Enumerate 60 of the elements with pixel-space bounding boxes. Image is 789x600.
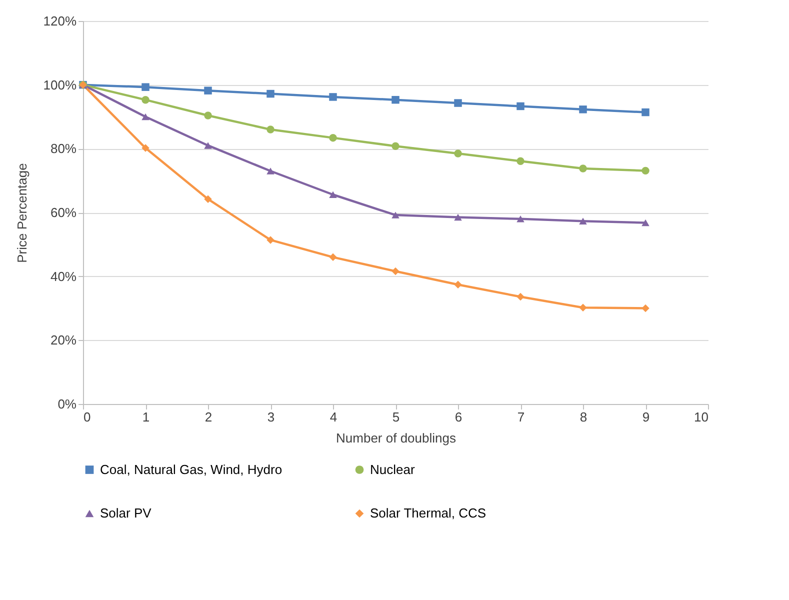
x-tick-label: 8 [580, 410, 588, 424]
x-tick-label: 7 [517, 410, 525, 424]
point [204, 112, 212, 120]
point [266, 126, 274, 134]
x-tick-label: 2 [204, 410, 212, 424]
x-tick-label: 6 [454, 410, 462, 424]
x-tick-label: 5 [392, 410, 400, 424]
point [266, 90, 274, 98]
point [454, 280, 462, 289]
point [642, 304, 650, 312]
legend-label: Solar PV [100, 506, 152, 520]
x-tick-label: 0 [84, 410, 91, 424]
point [579, 304, 587, 312]
point [642, 108, 650, 116]
legend-label: Solar Thermal, CCS [370, 506, 486, 520]
point [454, 214, 462, 221]
point [204, 86, 212, 94]
point [454, 150, 462, 158]
x-tick-label: 1 [142, 410, 150, 424]
point [142, 144, 150, 152]
x-tick-label: 4 [330, 410, 338, 424]
point [266, 168, 274, 174]
point [142, 96, 150, 104]
y-tick-label: 20% [50, 332, 77, 348]
point [579, 106, 587, 114]
point [454, 99, 462, 107]
point [392, 96, 400, 104]
y-tick-label: 100% [43, 77, 77, 92]
point [516, 102, 524, 110]
point [204, 195, 212, 203]
point [142, 113, 150, 120]
legend-label: Nuclear [370, 462, 416, 477]
point [392, 267, 400, 276]
y-axis-title: Price Percentage [14, 163, 30, 263]
point [516, 216, 524, 222]
y-tick-label: 80% [50, 141, 77, 156]
point [329, 93, 337, 101]
point [266, 236, 274, 244]
y-tick-label: 40% [50, 268, 77, 284]
point [642, 166, 650, 175]
point [642, 219, 650, 226]
y-tick-label: 0% [58, 396, 77, 412]
point [329, 191, 337, 198]
x-tick-label: 10 [694, 410, 708, 424]
point [392, 212, 400, 218]
point [329, 253, 337, 262]
y-tick-label: 60% [50, 205, 77, 220]
point [392, 142, 400, 150]
legend-label: Coal, Natural Gas, Wind, Hydro [100, 462, 282, 477]
point [516, 157, 524, 165]
point [204, 142, 212, 149]
x-axis-title: Number of doublings [336, 430, 456, 446]
point [329, 134, 337, 142]
point [579, 164, 587, 172]
x-tick-label: 3 [267, 410, 275, 424]
x-tick-label: 9 [642, 410, 650, 424]
point [142, 83, 150, 91]
point [516, 292, 524, 301]
point [579, 218, 587, 224]
y-tick-label: 120% [43, 14, 77, 28]
